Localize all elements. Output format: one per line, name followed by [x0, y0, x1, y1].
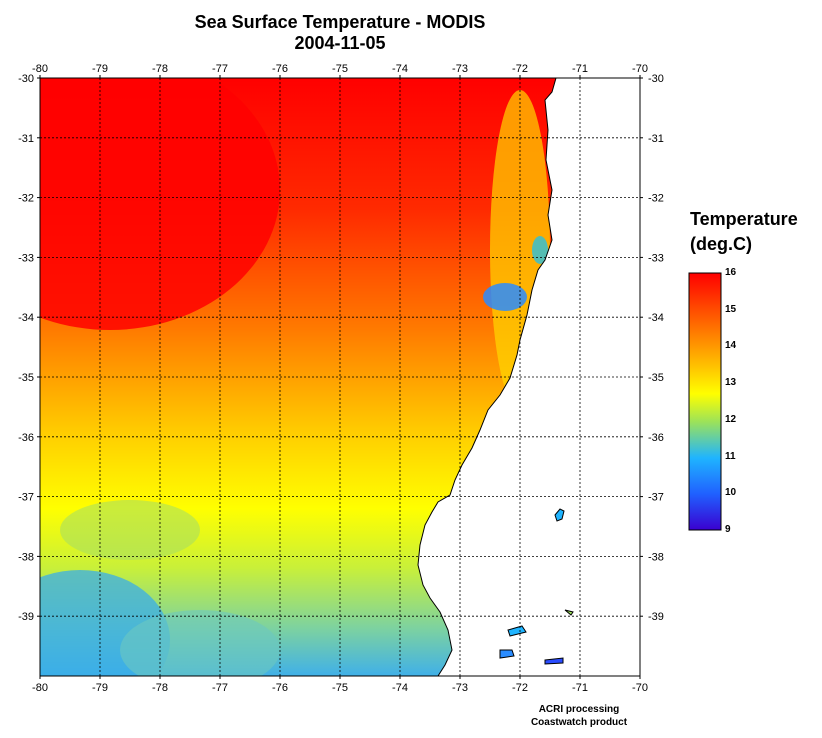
map-title: Sea Surface Temperature - MODIS: [194, 12, 486, 32]
island: [507, 625, 527, 637]
lon-tick-label: -70: [632, 682, 648, 694]
color-bar-label: 13: [725, 377, 737, 389]
island: [499, 649, 515, 659]
legend-title: Temperature: [690, 209, 798, 229]
lat-tick-label: -34: [648, 312, 664, 324]
lat-tick-label: -37: [18, 492, 34, 504]
lat-tick-label: -33: [648, 252, 664, 264]
lat-tick-label: -30: [648, 73, 664, 85]
lon-tick-label: -75: [332, 63, 348, 75]
lat-ticks-left: -30 -31 -32 -33 -34 -35 -36 -37 -38 -39: [18, 73, 34, 623]
lat-tick-label: -35: [18, 372, 34, 384]
lon-tick-label: -72: [512, 682, 528, 694]
lon-tick-label: -80: [32, 682, 48, 694]
lon-tick-label: -75: [332, 682, 348, 694]
lon-tick-label: -76: [272, 63, 288, 75]
lon-tick-label: -79: [92, 682, 108, 694]
lat-ticks-right: -30 -31 -32 -33 -34 -35 -36 -37 -38 -39: [648, 73, 664, 623]
lon-tick-label: -72: [512, 63, 528, 75]
color-bar-label: 10: [725, 487, 737, 499]
lon-tick-label: -74: [392, 682, 408, 694]
lat-tick-label: -39: [18, 611, 34, 623]
island: [564, 609, 574, 616]
lon-ticks-top: -80 -79 -78 -77 -76 -75 -74 -73 -72 -71 -70: [32, 63, 648, 75]
lat-tick-label: -36: [648, 432, 664, 444]
color-bar-label: 11: [725, 450, 736, 462]
lat-tick-label: -30: [18, 73, 34, 85]
lat-tick-label: -38: [18, 551, 34, 563]
map-frame: [39, 77, 641, 677]
lat-tick-label: -32: [18, 193, 34, 205]
lat-tick-label: -37: [648, 492, 664, 504]
lat-tick-label: -36: [18, 432, 34, 444]
map-date: 2004-11-05: [294, 33, 386, 53]
lon-tick-label: -79: [92, 63, 108, 75]
lon-tick-label: -73: [452, 63, 468, 75]
lat-tick-label: -31: [18, 133, 34, 145]
lon-tick-label: -78: [152, 63, 168, 75]
cool-patch-mid: [60, 500, 200, 560]
upwelling-patch: [483, 283, 527, 311]
lat-tick-label: -31: [648, 133, 664, 145]
lon-ticks-bottom: -80 -79 -78 -77 -76 -75 -74 -73 -72 -71 -70: [32, 682, 648, 694]
lat-tick-label: -33: [18, 252, 34, 264]
lon-tick-label: -70: [632, 63, 648, 75]
lon-tick-label: -78: [152, 682, 168, 694]
credit-product: Coastwatch product: [530, 717, 628, 728]
lon-tick-label: -71: [572, 63, 588, 75]
lon-tick-label: -74: [392, 63, 408, 75]
lon-tick-label: -76: [272, 682, 288, 694]
legend-units: (deg.C): [690, 234, 752, 254]
lon-tick-label: -73: [452, 682, 468, 694]
cool-patch-south: [120, 610, 280, 676]
lat-tick-label: -32: [648, 193, 664, 205]
color-bar-label: 12: [725, 413, 737, 425]
color-bar-label: 15: [725, 303, 737, 315]
lon-tick-label: -77: [212, 63, 228, 75]
island: [544, 657, 564, 665]
lat-tick-label: -39: [648, 611, 664, 623]
lat-tick-label: -38: [648, 551, 664, 563]
lat-tick-label: -35: [648, 372, 664, 384]
color-bar-label: 14: [725, 340, 737, 352]
credit-processing: ACRI processing: [538, 704, 620, 715]
color-bar-label: 16: [725, 267, 737, 278]
lat-tick-label: -34: [18, 312, 34, 324]
color-bar: [688, 272, 722, 531]
lon-tick-label: -77: [212, 682, 228, 694]
lon-tick-label: -80: [32, 63, 48, 75]
lon-tick-label: -71: [572, 682, 588, 694]
island: [554, 508, 565, 522]
color-bar-label: 9: [725, 524, 731, 535]
